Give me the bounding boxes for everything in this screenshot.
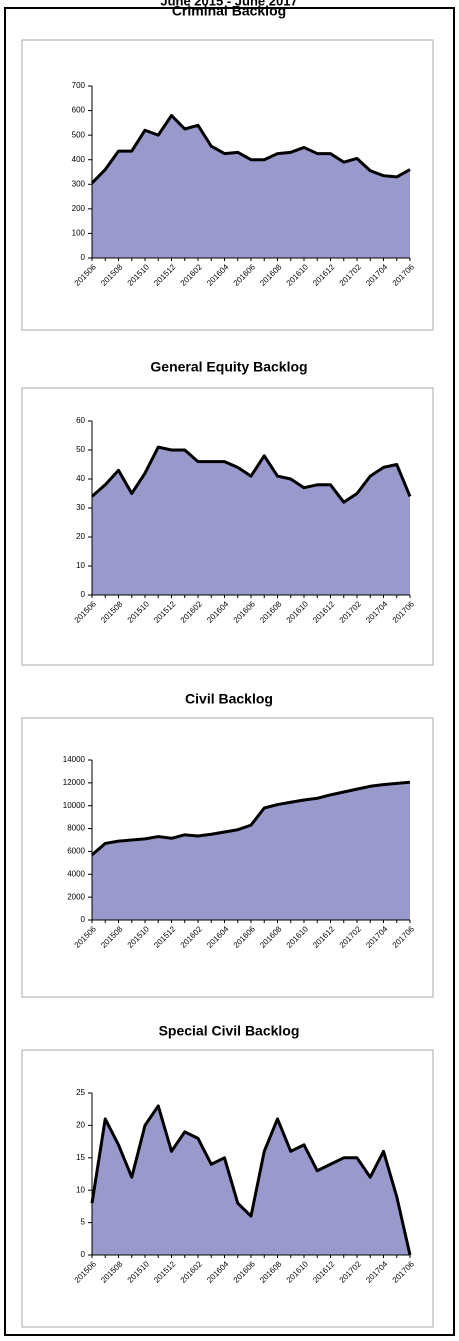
y-tick-label: 0: [81, 590, 86, 599]
chart-title: General Equity Backlog: [150, 359, 307, 375]
y-tick-label: 700: [72, 81, 86, 90]
y-tick-label: 20: [76, 1121, 85, 1130]
y-tick-label: 30: [76, 503, 85, 512]
y-tick-label: 20: [76, 532, 85, 541]
chart-title: Special Civil Backlog: [159, 1023, 300, 1039]
chart-title: Civil Backlog: [185, 691, 273, 707]
area-outline: [90, 1104, 412, 1256]
y-tick-label: 6000: [67, 847, 85, 856]
y-tick-label: 500: [72, 130, 86, 139]
y-tick-label: 5: [81, 1218, 86, 1227]
y-tick-label: 100: [72, 229, 86, 238]
chart-title: Criminal Backlog: [172, 3, 286, 19]
y-tick-label: 600: [72, 106, 86, 115]
y-tick-label: 0: [81, 253, 86, 262]
y-tick-label: 60: [76, 416, 85, 425]
y-tick-label: 4000: [67, 869, 85, 878]
area-outline: [91, 445, 412, 504]
y-tick-label: 12000: [63, 778, 86, 787]
y-tick-label: 10: [76, 1185, 85, 1194]
y-tick-label: 40: [76, 474, 85, 483]
area: [92, 115, 410, 258]
y-tick-label: 15: [76, 1153, 85, 1162]
area: [92, 1105, 410, 1255]
y-tick-label: 0: [81, 1250, 86, 1259]
y-tick-label: 10000: [63, 801, 86, 810]
y-tick-label: 200: [72, 204, 86, 213]
y-tick-label: 14000: [63, 755, 86, 764]
y-tick-label: 2000: [67, 892, 85, 901]
y-tick-label: 0: [81, 915, 86, 924]
y-tick-label: 8000: [67, 824, 85, 833]
page-title: June 2015 - June 2017: [160, 0, 297, 8]
area: [92, 447, 410, 595]
area: [92, 782, 410, 920]
y-tick-label: 25: [76, 1088, 85, 1097]
y-tick-label: 400: [72, 155, 86, 164]
y-tick-label: 50: [76, 445, 85, 454]
y-tick-label: 300: [72, 179, 86, 188]
area-outline: [90, 113, 411, 185]
y-tick-label: 10: [76, 561, 85, 570]
area-outline: [91, 780, 411, 856]
